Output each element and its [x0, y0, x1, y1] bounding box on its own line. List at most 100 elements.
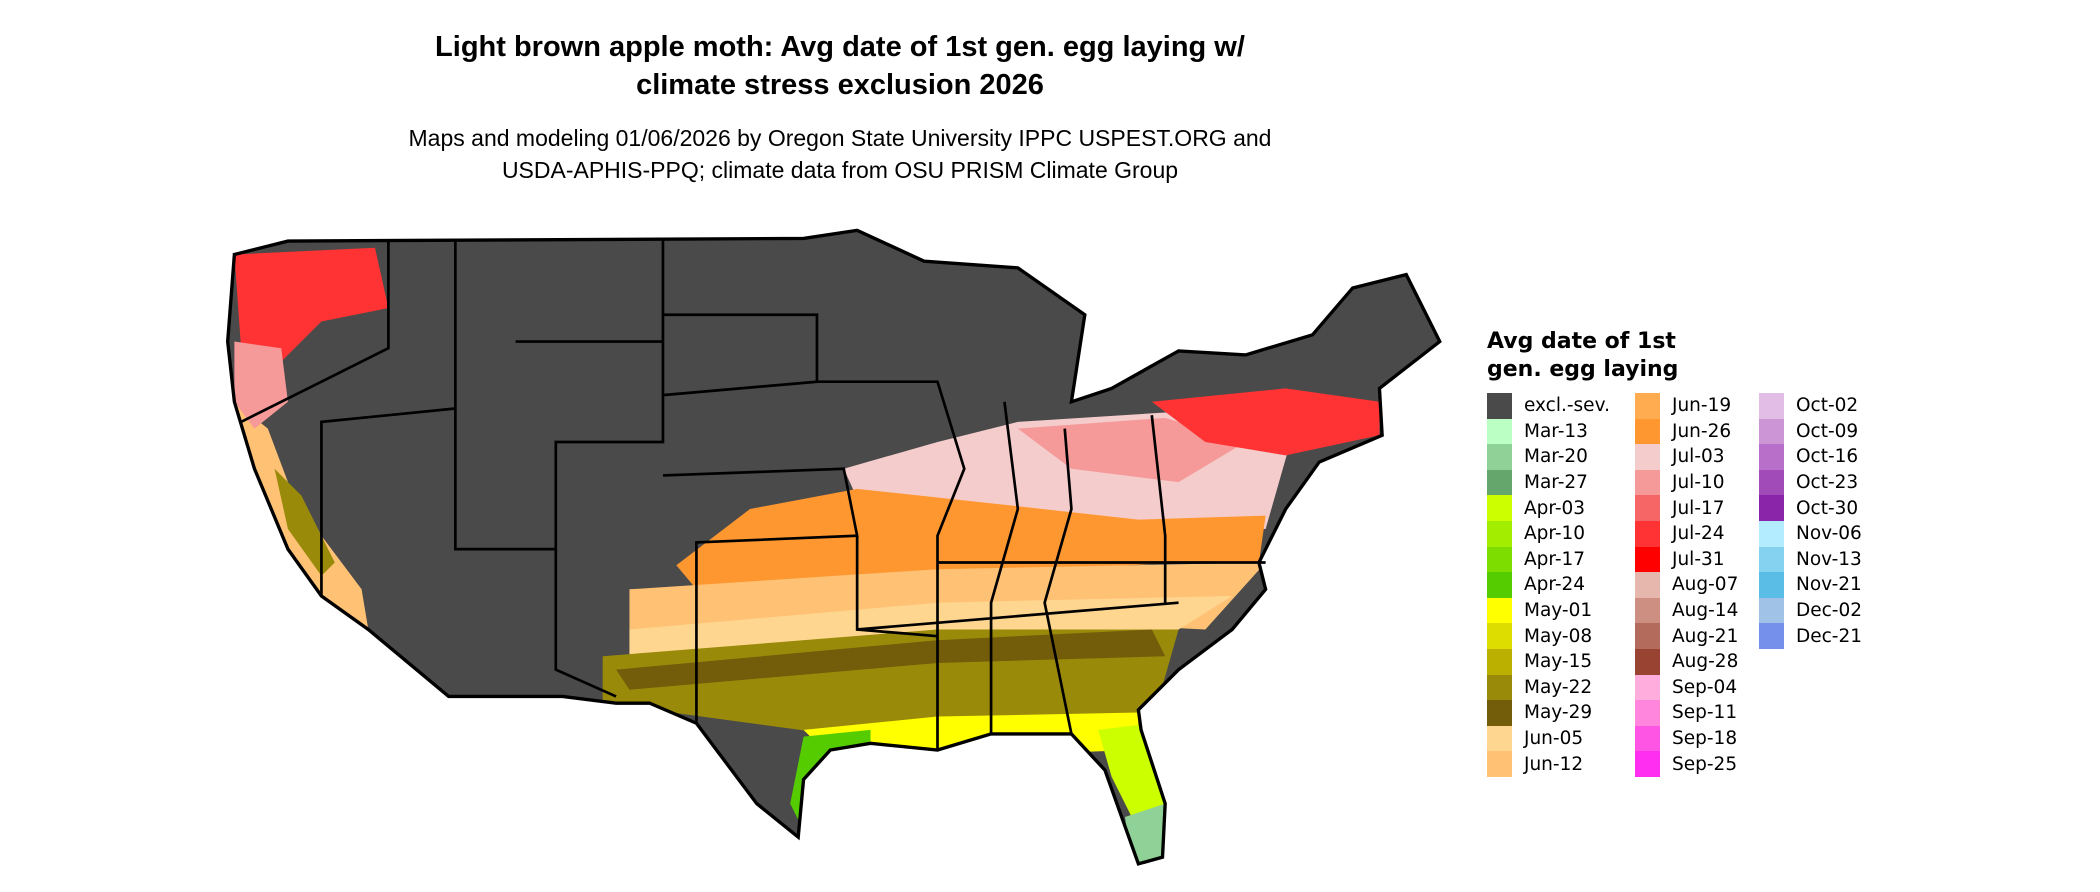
legend-swatch — [1487, 751, 1512, 777]
map-title: Light brown apple moth: Avg date of 1st … — [240, 28, 1440, 104]
legend-item: Apr-03 — [1487, 495, 1610, 521]
legend-swatch — [1487, 623, 1512, 649]
legend-label: Nov-21 — [1796, 574, 1862, 596]
zone-jun05 — [629, 596, 1233, 670]
legend-label: Sep-18 — [1672, 728, 1738, 750]
zone-ca-valley — [274, 468, 335, 576]
legend-label: Mar-20 — [1524, 446, 1588, 468]
legend-swatch — [1759, 597, 1784, 624]
legend-swatch — [1635, 674, 1660, 701]
legend-item: Mar-27 — [1487, 469, 1610, 496]
legend-swatch — [1487, 546, 1512, 573]
legend-item: May-08 — [1487, 623, 1610, 649]
legend-swatch — [1487, 469, 1512, 496]
legend-item: May-29 — [1487, 700, 1610, 726]
legend-label: Oct-30 — [1796, 497, 1859, 519]
legend-item: Sep-18 — [1635, 725, 1738, 752]
legend-item: Dec-02 — [1759, 597, 1863, 624]
legend-swatch — [1635, 393, 1660, 419]
legend-swatch — [1759, 469, 1784, 496]
zone-pnw-jul10 — [234, 341, 288, 429]
legend-label: Apr-10 — [1524, 523, 1586, 545]
legend-label: Oct-02 — [1796, 395, 1859, 417]
legend-swatch — [1635, 572, 1660, 598]
map-subtitle-line1: Maps and modeling 01/06/2026 by Oregon S… — [408, 125, 1272, 151]
legend-swatch — [1635, 648, 1660, 675]
legend-item: Aug-28 — [1635, 648, 1739, 675]
legend-title: Avg date of 1st gen. egg laying — [1487, 328, 1678, 384]
legend-label: May-22 — [1524, 676, 1593, 698]
legend-label: Dec-02 — [1796, 600, 1863, 622]
legend-label: Sep-11 — [1672, 702, 1738, 724]
legend-label: Oct-09 — [1796, 420, 1859, 442]
legend-swatch — [1635, 725, 1660, 752]
legend-label: Oct-23 — [1796, 472, 1859, 494]
legend-label: Jul-10 — [1672, 472, 1725, 494]
legend-swatch — [1487, 520, 1512, 547]
legend-swatch — [1487, 444, 1512, 470]
legend-item: Jul-24 — [1635, 520, 1738, 547]
legend-item: Jun-12 — [1487, 751, 1610, 777]
legend-swatch — [1635, 751, 1660, 777]
legend-item: Sep-11 — [1635, 700, 1738, 726]
zone-jun26 — [676, 488, 1266, 590]
legend-column: Jun-19 Jun-26 Jul-03 Jul-10 Jul-17 Jul-24 Jul-… — [1635, 393, 1738, 777]
legend-item: Jun-19 — [1635, 393, 1738, 419]
legend-label: Apr-17 — [1524, 548, 1586, 570]
state-borders — [240, 238, 1266, 751]
legend-label: Oct-16 — [1796, 446, 1859, 468]
legend-swatch — [1635, 495, 1660, 521]
legend-label: Mar-13 — [1524, 420, 1588, 442]
legend-swatch — [1635, 700, 1660, 726]
legend-swatch — [1487, 597, 1512, 624]
legend-item: Sep-04 — [1635, 674, 1738, 701]
legend-swatch — [1487, 495, 1512, 521]
legend-swatch — [1759, 623, 1784, 649]
legend-swatch — [1759, 418, 1784, 445]
legend-swatch — [1487, 725, 1512, 752]
legend-item: Aug-07 — [1635, 572, 1738, 598]
legend-item: Apr-10 — [1487, 520, 1610, 547]
legend-item: Sep-25 — [1635, 751, 1738, 777]
legend-item: May-15 — [1487, 648, 1610, 675]
legend-label: excl.-sev. — [1524, 395, 1610, 417]
legend-item: Oct-02 — [1759, 393, 1862, 419]
legend-swatch — [1487, 393, 1512, 419]
legend-swatch — [1759, 495, 1784, 521]
legend-label: May-29 — [1524, 702, 1593, 724]
legend-label: May-15 — [1524, 651, 1593, 673]
legend-swatch — [1635, 444, 1660, 470]
zone-pnw-red — [234, 247, 389, 376]
legend-item: Apr-24 — [1487, 572, 1610, 598]
legend-label: Aug-28 — [1672, 651, 1739, 673]
legend-label: Sep-04 — [1672, 676, 1738, 698]
legend-item: Jul-03 — [1635, 444, 1738, 470]
legend-label: Dec-21 — [1796, 625, 1863, 647]
legend-swatch — [1759, 572, 1784, 598]
legend-item: Oct-23 — [1759, 469, 1862, 496]
legend-item: Jul-17 — [1635, 495, 1738, 521]
legend-item: Apr-17 — [1487, 546, 1610, 573]
legend-item: Jun-26 — [1635, 418, 1738, 445]
legend-label: Aug-14 — [1672, 600, 1739, 622]
legend-swatch — [1759, 444, 1784, 470]
legend-item: Nov-13 — [1759, 546, 1862, 573]
legend-label: Apr-24 — [1524, 574, 1586, 596]
legend-item: Jun-05 — [1487, 725, 1610, 752]
legend-item: Aug-14 — [1635, 597, 1739, 624]
legend-item: Nov-21 — [1759, 572, 1862, 598]
legend-label: Mar-27 — [1524, 472, 1588, 494]
legend-swatch — [1635, 520, 1660, 547]
legend-column: excl.-sev. Mar-13 Mar-20 Mar-27 Apr-03 Apr-10… — [1487, 393, 1610, 777]
legend-label: Apr-03 — [1524, 497, 1586, 519]
legend-item: Nov-06 — [1759, 520, 1862, 547]
legend-label: Nov-13 — [1796, 548, 1862, 570]
legend-label: May-08 — [1524, 625, 1593, 647]
legend-swatch — [1487, 700, 1512, 726]
legend-swatch — [1487, 674, 1512, 701]
legend-label: Jul-24 — [1672, 523, 1725, 545]
legend-item: Jul-10 — [1635, 469, 1738, 496]
legend-swatch — [1487, 648, 1512, 675]
legend-title-line2: gen. egg laying — [1487, 357, 1679, 382]
legend: Avg date of 1st gen. egg laying excl.-se… — [1487, 328, 1862, 777]
